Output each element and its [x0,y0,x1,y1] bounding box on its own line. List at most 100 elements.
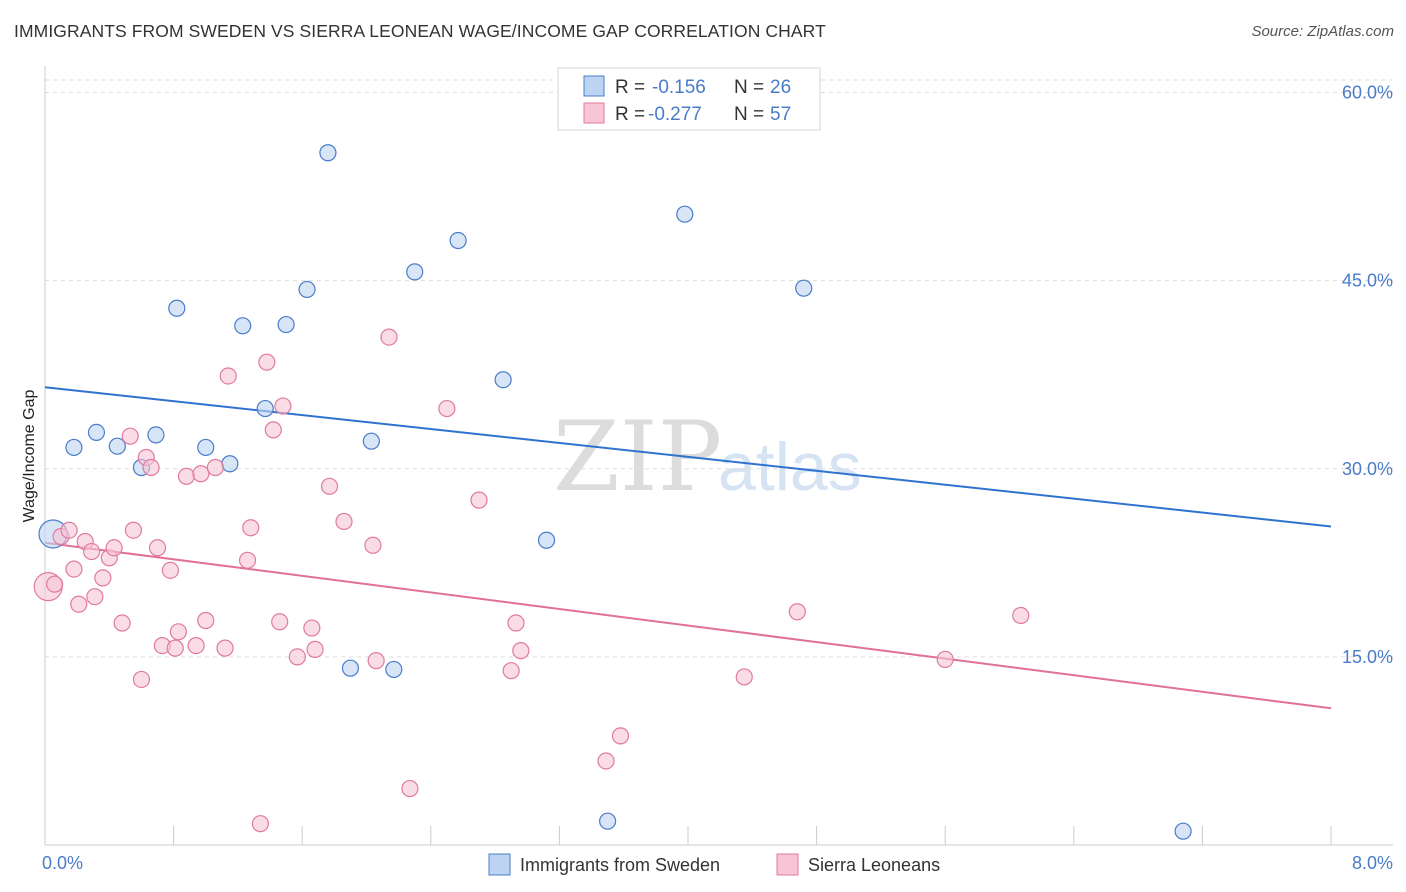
sierra-leone-point [197,611,215,630]
sierra-leone-point [206,458,224,477]
sierra-leone-point [216,639,234,657]
series-sierra-leone-points [33,328,1030,833]
sierra-leone-point [335,512,353,531]
legend-r-value-sierra-leone: -0.277 [648,104,702,125]
sweden-point [795,279,813,297]
legend-swatch-sierra-leone [583,102,605,124]
sierra-leone-point [169,623,188,641]
sierra-leone-point [1012,606,1030,625]
sweden-point [108,437,126,455]
sierra-leone-point [105,539,123,557]
sierra-leone-point [367,652,385,670]
y-tick-label-1: 30.0% [1342,459,1393,479]
sierra-leone-point [132,670,151,689]
y-axis-title: Wage/Income Gap [21,390,38,523]
x-tick-label-0: 0.0% [42,853,83,873]
sierra-leone-point [788,603,806,621]
legend-r-label-sweden: R = [615,77,645,98]
sierra-leone-point [303,619,321,637]
sierra-leone-point [192,465,210,483]
y-tick-label-0: 15.0% [1342,647,1393,667]
legend-r-label-sierra-leone: R = [615,104,645,125]
sierra-leone-point [306,640,324,658]
sierra-leone-point [121,427,139,445]
legend-n-label-sierra-leone: N = [734,104,764,125]
sierra-leone-point [94,569,112,587]
sierra-leone-point [512,642,530,660]
sierra-leone-point [83,542,101,561]
legend-swatch-sweden [583,75,605,97]
sierra-leone-point [70,595,88,613]
sweden-point [599,812,617,830]
sweden-point [537,531,556,549]
gridlines [45,79,1393,658]
sweden-point [221,455,239,473]
chart-title: IMMIGRANTS FROM SWEDEN VS SIERRA LEONEAN… [14,21,826,41]
sierra-leone-point [401,779,419,798]
sierra-leone-point [142,458,160,477]
sweden-point [234,317,252,335]
source-label: Source: ZipAtlas.com [1251,23,1394,40]
sierra-leone-point [264,421,282,439]
sierra-leone-point [438,399,456,418]
sierra-leone-point [86,588,104,606]
sweden-point [319,144,337,162]
sierra-leone-point [470,491,488,509]
sierra-leone-point [238,551,257,569]
sweden-point [168,299,186,317]
sierra-leone-point [177,467,196,485]
sweden-point [385,660,403,679]
sierra-leone-point [271,613,289,631]
y-tick-label-2: 45.0% [1342,271,1393,291]
sweden-point [197,438,215,457]
sierra-leone-point [166,639,184,657]
sweden-point [147,426,165,444]
sierra-leone-point [242,519,260,537]
sierra-leone-point [502,662,520,680]
sierra-leone-point [161,561,179,579]
bottom-legend-swatch-sweden [488,853,511,876]
sweden-point [1174,822,1192,840]
sweden-point [362,432,380,450]
sierra-leone-point [611,727,630,745]
legend-n-value-sweden: 26 [770,77,791,98]
legend-r-value-sweden: -0.156 [652,77,706,98]
bottom-legend-swatch-sierra-leone [776,853,799,876]
sierra-leone-point [507,614,525,632]
sierra-leone-point [735,668,753,686]
sierra-leone-point [936,650,954,668]
sierra-leone-point [187,636,205,655]
sweden-point [494,371,512,389]
sweden-point [449,231,467,250]
y-tick-label-3: 60.0% [1342,83,1393,103]
x-tick-label-1: 8.0% [1352,853,1393,873]
sweden-point [87,423,106,442]
sierra-leone-point [258,353,276,371]
sweden-point [277,315,295,334]
series-sweden-points [38,107,1192,840]
sweden-point [676,205,694,223]
sierra-leone-point [60,521,78,539]
sierra-leone-point [380,328,398,346]
sweden-point [65,438,83,457]
sierra-leone-point [219,367,237,385]
legend-n-label-sweden: N = [734,77,764,98]
correlation-legend: R = -0.156 N = 26 R = -0.277 N = 57 [557,67,821,131]
sweden-point [298,280,316,299]
sierra-leone-point [320,477,339,495]
sierra-leone-point [124,521,143,539]
watermark: ZIP atlas [553,401,862,513]
sierra-leone-point [148,539,167,557]
sweden-point [256,399,274,418]
sierra-leone-point [364,536,382,554]
axes [44,66,1393,846]
sierra-leone-point [597,752,615,770]
trend-line-sierra-leone [44,541,1332,710]
bottom-legend-label-sierra-leone: Sierra Leoneans [808,855,940,875]
sierra-leone-point [46,575,64,593]
sierra-leone-point [251,815,270,833]
sierra-leone-point [65,560,83,578]
sierra-leone-point [274,397,292,415]
tick-labels: 15.0% 30.0% 45.0% 60.0% 0.0% 8.0% [42,83,1393,873]
sweden-point [406,263,424,281]
